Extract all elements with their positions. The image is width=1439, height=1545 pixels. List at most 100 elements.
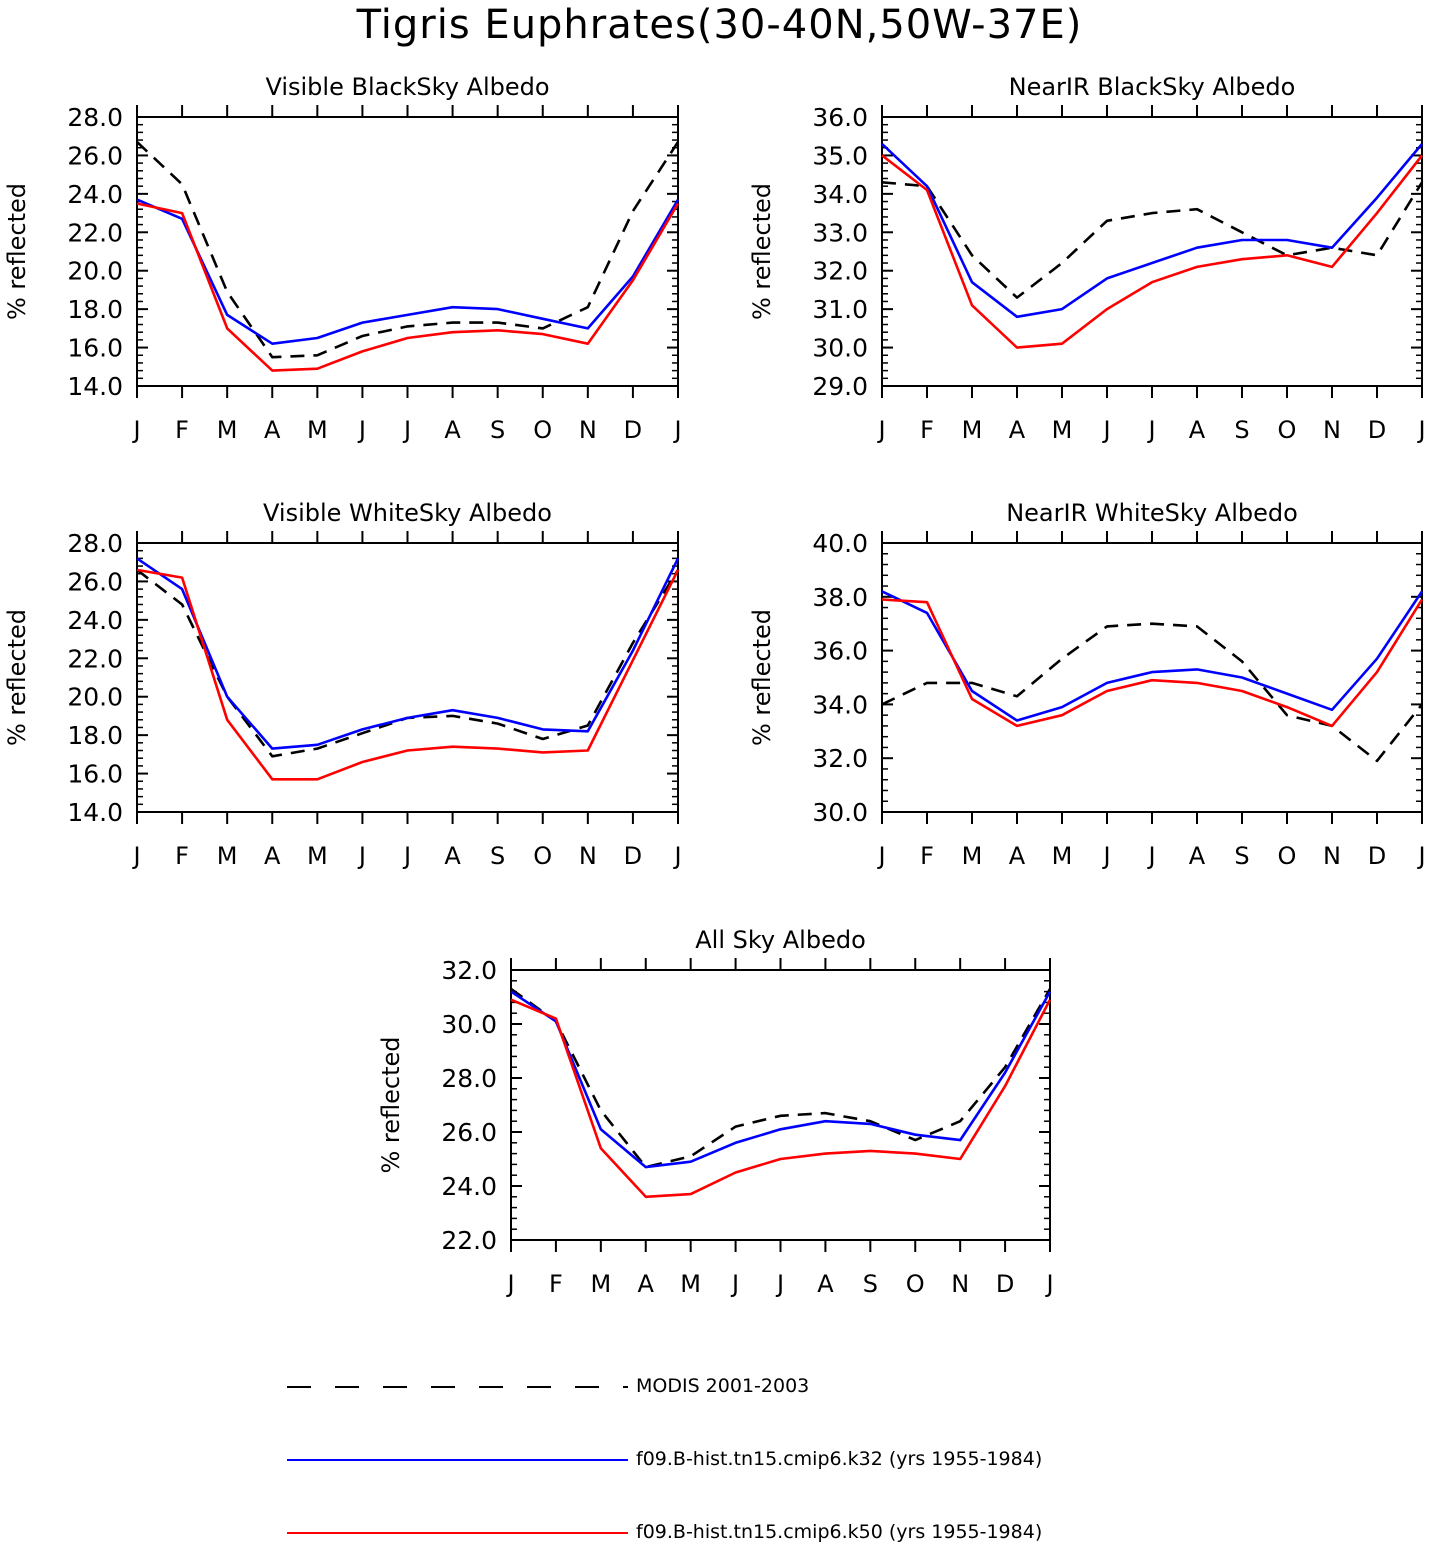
allsky-series-k32 bbox=[510, 990, 1052, 1169]
nearir-whitesky-xtick-label: J bbox=[1101, 842, 1110, 870]
visible-blacksky-ytick-label: 24.0 bbox=[67, 180, 123, 209]
nearir-blacksky-ytick-label: 31.0 bbox=[812, 295, 868, 324]
visible-whitesky-xtick-label: J bbox=[357, 842, 366, 870]
nearir-whitesky-ytick-label: 30.0 bbox=[812, 798, 868, 827]
allsky-ytick-label: 32.0 bbox=[441, 956, 497, 985]
nearir-blacksky-xtick-label: J bbox=[1101, 416, 1110, 444]
nearir-blacksky-xtick-label: M bbox=[1052, 416, 1073, 444]
nearir-blacksky-xtick-label: S bbox=[1234, 416, 1249, 444]
visible-whitesky-xtick-label: A bbox=[264, 842, 281, 870]
visible-blacksky-ylabel: % reflected bbox=[3, 183, 31, 320]
nearir-whitesky-xtick-label: F bbox=[920, 842, 934, 870]
visible-blacksky-ytick-label: 28.0 bbox=[67, 103, 123, 132]
visible-whitesky-series-k32 bbox=[136, 557, 680, 750]
nearir-blacksky-ytick-label: 34.0 bbox=[812, 180, 868, 209]
nearir-blacksky-xtick-label: J bbox=[1416, 416, 1425, 444]
visible-blacksky-xtick-label: D bbox=[624, 416, 642, 444]
nearir-whitesky-title: NearIR WhiteSky Albedo bbox=[1006, 499, 1298, 527]
allsky-xtick-label: M bbox=[680, 1270, 701, 1298]
visible-blacksky-series-k50 bbox=[136, 202, 680, 372]
visible-blacksky-ytick-label: 14.0 bbox=[67, 372, 123, 401]
visible-blacksky-xtick-label: O bbox=[533, 416, 552, 444]
allsky-xtick-label: M bbox=[590, 1270, 611, 1298]
nearir-whitesky-xtick-label: N bbox=[1323, 842, 1341, 870]
nearir-blacksky-xtick-label: N bbox=[1323, 416, 1341, 444]
nearir-whitesky-xtick-label: D bbox=[1368, 842, 1386, 870]
nearir-whitesky-ytick-label: 38.0 bbox=[812, 583, 868, 612]
nearir-blacksky-xtick-label: D bbox=[1368, 416, 1386, 444]
visible-blacksky-xtick-label: J bbox=[131, 416, 140, 444]
nearir-whitesky-xtick-label: A bbox=[1009, 842, 1026, 870]
visible-whitesky-xtick-label: J bbox=[672, 842, 681, 870]
nearir-blacksky-ytick-label: 30.0 bbox=[812, 334, 868, 363]
visible-blacksky-xtick-label: M bbox=[307, 416, 328, 444]
allsky-ylabel: % reflected bbox=[377, 1036, 405, 1173]
visible-whitesky-title: Visible WhiteSky Albedo bbox=[263, 499, 552, 527]
allsky-xtick-label: A bbox=[638, 1270, 655, 1298]
visible-whitesky-xtick-label: M bbox=[307, 842, 328, 870]
nearir-whitesky-series-modis bbox=[881, 622, 1424, 763]
nearir-blacksky-series-k50 bbox=[881, 154, 1424, 349]
visible-whitesky-ytick-label: 26.0 bbox=[67, 567, 123, 596]
allsky-xtick-label: D bbox=[996, 1270, 1014, 1298]
visible-whitesky-series-k50 bbox=[136, 568, 680, 781]
allsky-ytick-label: 30.0 bbox=[441, 1010, 497, 1039]
visible-whitesky-ytick-label: 22.0 bbox=[67, 644, 123, 673]
allsky-ytick-label: 26.0 bbox=[441, 1118, 497, 1147]
allsky-xtick-label: J bbox=[775, 1270, 784, 1298]
nearir-blacksky-ylabel: % reflected bbox=[748, 183, 776, 320]
nearir-whitesky-ylabel: % reflected bbox=[748, 609, 776, 746]
nearir-blacksky-ytick-label: 35.0 bbox=[812, 141, 868, 170]
visible-whitesky-ytick-label: 14.0 bbox=[67, 798, 123, 827]
nearir-blacksky-xtick-label: O bbox=[1278, 416, 1297, 444]
nearir-blacksky-series-modis bbox=[881, 181, 1424, 299]
nearir-blacksky-ytick-label: 29.0 bbox=[812, 372, 868, 401]
visible-blacksky-series-k32 bbox=[136, 198, 680, 346]
allsky-xtick-label: F bbox=[549, 1270, 563, 1298]
allsky-title: All Sky Albedo bbox=[695, 926, 866, 954]
nearir-blacksky-ytick-label: 33.0 bbox=[812, 218, 868, 247]
allsky-series-k50 bbox=[510, 998, 1052, 1199]
allsky-ytick-label: 28.0 bbox=[441, 1064, 497, 1093]
visible-blacksky-xtick-label: F bbox=[175, 416, 189, 444]
visible-blacksky-xtick-label: N bbox=[579, 416, 597, 444]
nearir-whitesky-xtick-label: M bbox=[962, 842, 983, 870]
nearir-blacksky-xtick-label: J bbox=[876, 416, 885, 444]
allsky-ytick-label: 24.0 bbox=[441, 1172, 497, 1201]
visible-blacksky-xtick-label: M bbox=[217, 416, 238, 444]
nearir-blacksky-xtick-label: A bbox=[1189, 416, 1206, 444]
visible-blacksky-ytick-label: 26.0 bbox=[67, 141, 123, 170]
visible-whitesky-xtick-label: O bbox=[533, 842, 552, 870]
visible-blacksky-xtick-label: A bbox=[264, 416, 281, 444]
visible-blacksky-xtick-label: S bbox=[490, 416, 505, 444]
nearir-whitesky-xtick-label: A bbox=[1189, 842, 1206, 870]
visible-whitesky-xtick-label: S bbox=[490, 842, 505, 870]
visible-whitesky-ytick-label: 20.0 bbox=[67, 683, 123, 712]
visible-whitesky-xtick-label: N bbox=[579, 842, 597, 870]
nearir-blacksky-xtick-label: M bbox=[962, 416, 983, 444]
nearir-whitesky-series-k50 bbox=[881, 598, 1424, 728]
visible-whitesky-xtick-label: A bbox=[444, 842, 461, 870]
allsky-xtick-label: O bbox=[906, 1270, 925, 1298]
visible-whitesky-ytick-label: 18.0 bbox=[67, 721, 123, 750]
page-title: Tigris Euphrates(30-40N,50W-37E) bbox=[356, 2, 1083, 48]
allsky-series-modis bbox=[510, 987, 1052, 1169]
visible-whitesky-ytick-label: 24.0 bbox=[67, 606, 123, 635]
visible-blacksky-plot-frame bbox=[136, 116, 679, 387]
visible-whitesky-ytick-label: 28.0 bbox=[67, 529, 123, 558]
visible-whitesky-xtick-label: M bbox=[217, 842, 238, 870]
allsky-xtick-label: J bbox=[505, 1270, 514, 1298]
visible-blacksky-ytick-label: 16.0 bbox=[67, 334, 123, 363]
visible-whitesky-xtick-label: D bbox=[624, 842, 642, 870]
nearir-whitesky-ytick-label: 36.0 bbox=[812, 637, 868, 666]
allsky-xtick-label: N bbox=[951, 1270, 969, 1298]
nearir-blacksky-xtick-label: F bbox=[920, 416, 934, 444]
allsky-xtick-label: J bbox=[1044, 1270, 1053, 1298]
visible-blacksky-xtick-label: J bbox=[672, 416, 681, 444]
nearir-whitesky-ytick-label: 34.0 bbox=[812, 690, 868, 719]
nearir-whitesky-xtick-label: J bbox=[1146, 842, 1155, 870]
allsky-xtick-label: S bbox=[863, 1270, 878, 1298]
nearir-blacksky-plot-frame bbox=[881, 116, 1423, 387]
nearir-whitesky-xtick-label: J bbox=[1416, 842, 1425, 870]
